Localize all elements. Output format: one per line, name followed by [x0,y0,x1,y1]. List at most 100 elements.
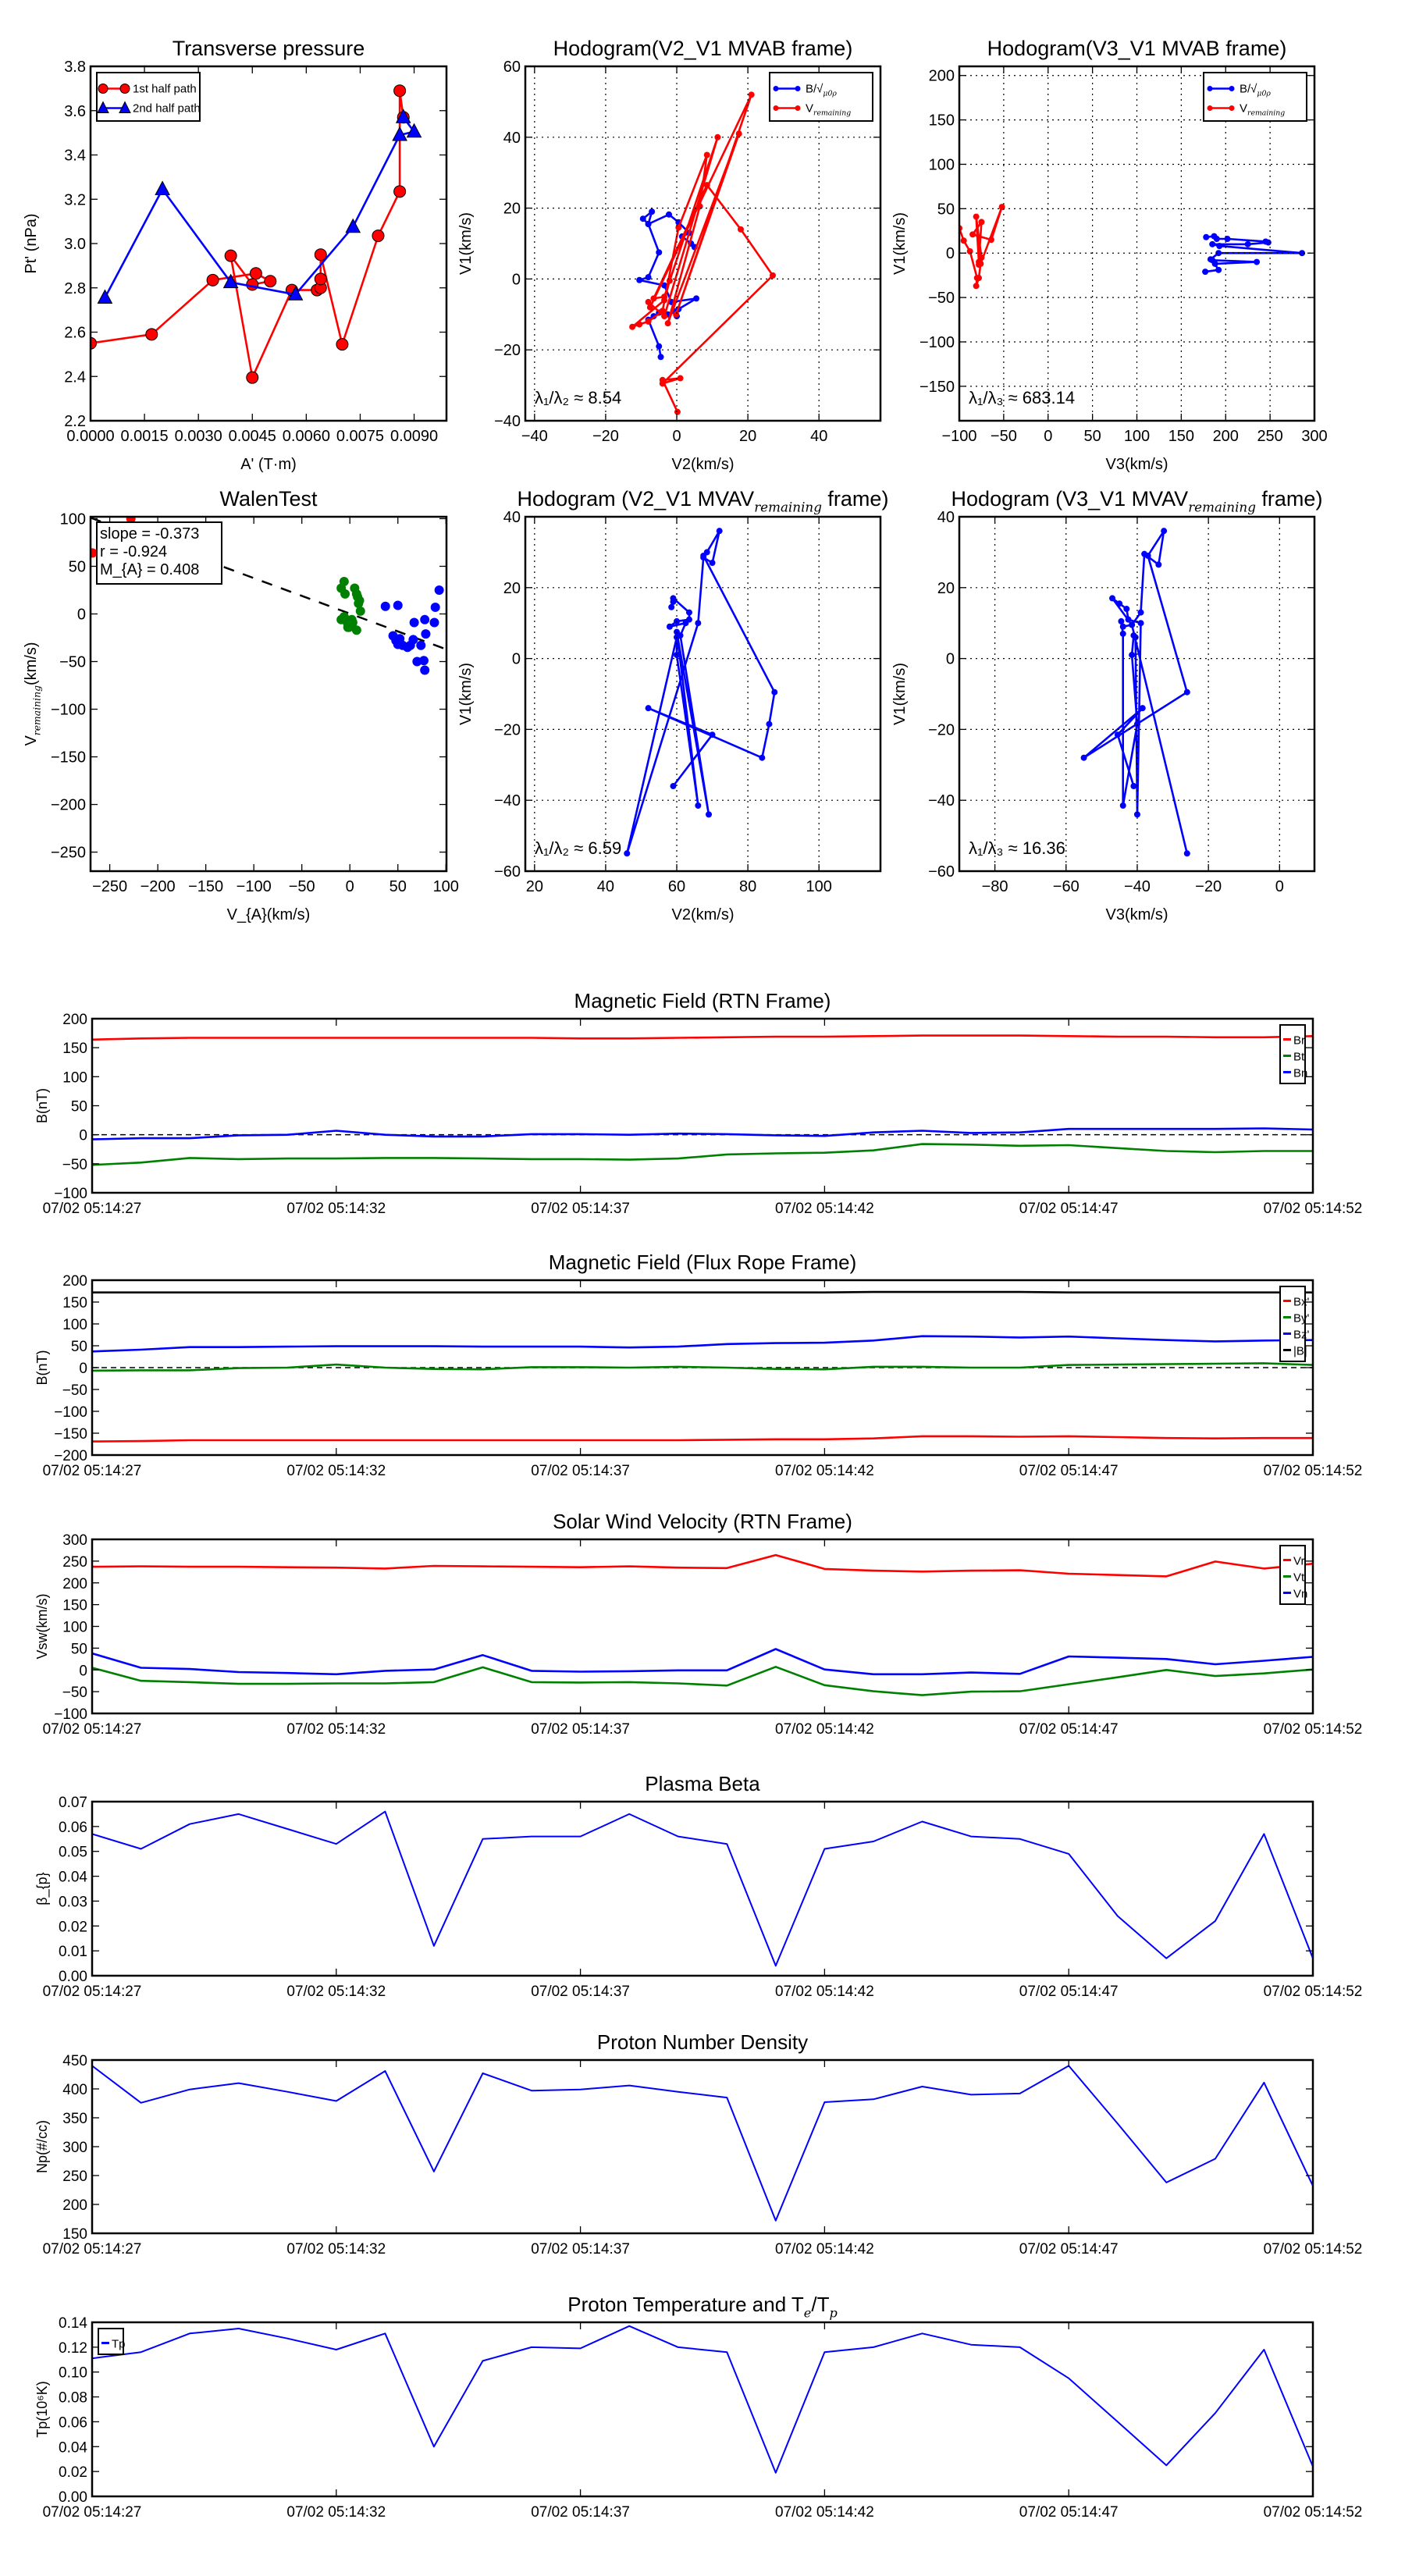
x-tick-label: −50 [289,878,315,895]
x-tick-label: 07/02 05:14:27 [43,2504,142,2521]
x-tick-label: 07/02 05:14:37 [531,2504,630,2521]
y-tick-label: 3.0 [64,236,86,253]
data-point [664,320,671,327]
y-axis-label: V1(km/s) [891,212,909,275]
series-vn [92,1648,1313,1676]
data-point [1254,258,1261,265]
y-tick-label: 0.07 [59,1795,87,1811]
data-point [700,554,707,561]
plot-area [629,91,776,415]
series-line [92,1362,1313,1372]
chart-title: Plasma Beta [645,1772,760,1795]
chart-proton-number-density: Proton Number Density 07/02 05:14:27 07/02… [34,2030,1362,2258]
y-tick-label: 100 [62,1069,87,1086]
data-point [314,272,327,286]
data-point [966,247,973,254]
y-tick-label: 0.03 [59,1894,87,1910]
data-point [1183,688,1190,696]
data-point [336,338,349,351]
y-tick-label: 250 [62,1554,87,1571]
chart-title: Transverse pressure [173,37,365,60]
y-tick-label: 0.02 [59,2464,87,2481]
data-point [695,620,702,627]
chart-title: Proton Number Density [597,2030,808,2054]
y-tick-label: 0.01 [59,1944,87,1960]
x-tick-label: 80 [739,878,756,895]
y-tick-label: 0.08 [59,2390,87,2407]
x-tick-label: 07/02 05:14:52 [1264,2241,1363,2258]
plot-area [92,2325,1313,2474]
chart-hodogram-v2v1-mvab: Hodogram(V2_V1 MVAB frame) −40 −20 0 20 40 −40… [457,37,882,473]
plot-area [959,204,1306,290]
data-point [668,603,675,610]
plot-area [92,1290,1313,1443]
series-line [92,1127,1313,1140]
data-point [420,614,430,624]
y-tick-label: 450 [62,2053,87,2069]
x-tick-label: 07/02 05:14:32 [286,1984,386,2000]
y-tick-label: 2.4 [64,368,86,386]
series-line [92,1143,1313,1166]
y-tick-label: −100 [919,334,955,351]
legend-item: Bz' [1283,1329,1310,1342]
legend: Bx' By' Bz' |B| [1279,1286,1310,1362]
series-hodogram [1080,528,1190,857]
data-point [406,123,422,138]
data-point [1209,240,1216,247]
x-tick-label: 07/02 05:14:27 [43,1463,142,1479]
x-tick-label: 07/02 05:14:47 [1019,1463,1119,1479]
x-tick-label: 100 [1124,428,1150,445]
legend: B/√μ0ρ Vremaining [1203,72,1307,122]
data-point [420,665,430,675]
x-tick-label: 07/02 05:14:47 [1019,2504,1119,2521]
data-point [656,249,663,256]
x-tick-label: 07/02 05:14:52 [1264,1721,1363,1738]
x-tick-label: 07/02 05:14:27 [43,2241,142,2258]
series-bz- [92,1335,1313,1353]
x-tick-label: −100 [237,878,272,895]
data-point [1137,620,1144,627]
y-tick-label: 0.00 [59,2489,87,2506]
data-point [659,308,666,315]
legend-label: Vn [1293,1588,1307,1601]
series-hodogram [624,528,778,857]
chart-title: Hodogram(V3_V1 MVAB frame) [987,37,1287,60]
series--b- [92,1290,1313,1293]
data-point [395,109,411,123]
y-tick-label: −50 [62,1382,87,1399]
y-tick-label: 20 [503,201,521,218]
x-tick-label: 0.0075 [336,428,384,445]
legend-label: Bx' [1293,1296,1310,1309]
y-tick-label: 150 [62,1598,87,1614]
y-tick-label: 2.6 [64,325,86,342]
y-tick-label: −40 [494,792,521,809]
chart-transverse-pressure: Transverse pressure 0.0000 0.0015 0.0030 0.0… [23,37,448,473]
walen-stat: r = -0.924 [100,543,167,560]
y-tick-label: 150 [929,112,955,130]
series-line [959,205,1003,287]
x-tick-label: 07/02 05:14:52 [1264,1463,1363,1479]
series-group-1 [336,576,365,635]
y-tick-label: 200 [62,1012,87,1028]
x-tick-label: −150 [188,878,223,895]
chart-proton-temperature: Proton Temperature and Te/Tp 07/02 05:14:… [34,2293,1362,2521]
y-axis-label: V1(km/s) [891,663,909,725]
legend-label: 2nd half path [133,102,201,116]
y-tick-label: 100 [60,511,86,528]
y-tick-label: −150 [51,749,86,767]
y-tick-label: −200 [51,797,86,814]
data-point [1132,634,1139,641]
data-point [735,130,742,137]
data-point [685,609,692,616]
data-point [1114,731,1121,738]
x-tick-label: 0.0045 [229,428,276,445]
data-point [1133,811,1140,818]
y-tick-label: 40 [503,509,521,526]
axes-frame [524,515,882,873]
chart-plasma-beta: Plasma Beta 07/02 05:14:27 07/02 05:14:32 0… [34,1772,1362,2000]
data-point [646,304,653,311]
y-axis-label: β_{p} [34,1872,51,1905]
data-point [766,720,773,728]
series-b-0- [1202,233,1306,276]
legend-item: Bx' [1283,1296,1310,1309]
